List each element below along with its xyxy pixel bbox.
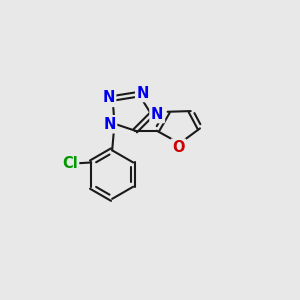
Text: O: O (172, 140, 185, 155)
Text: N: N (137, 85, 149, 100)
Text: N: N (102, 90, 115, 105)
Text: N: N (151, 106, 164, 122)
Text: Cl: Cl (62, 156, 78, 171)
Text: N: N (103, 117, 116, 132)
